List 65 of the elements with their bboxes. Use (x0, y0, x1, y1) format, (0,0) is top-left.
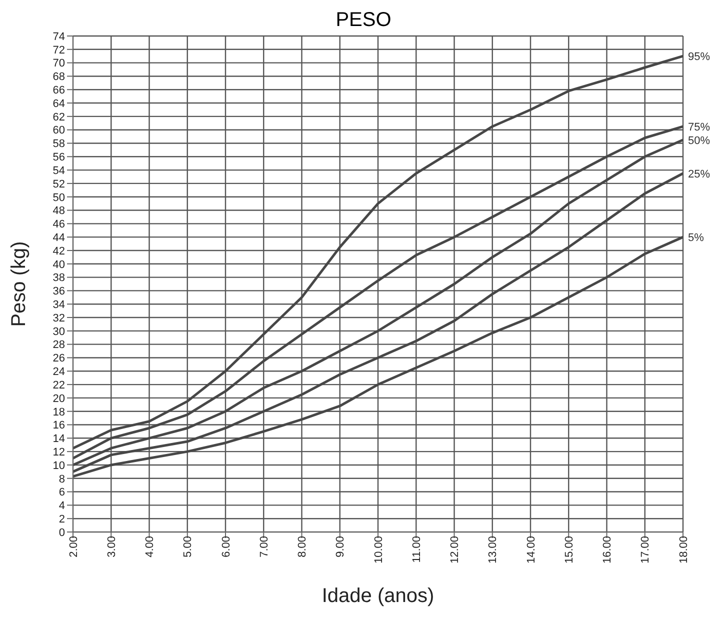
series-label: 25% (688, 168, 710, 180)
y-tick-label: 26 (52, 352, 65, 365)
y-tick-label: 60 (52, 124, 65, 137)
y-tick-label: 58 (52, 138, 65, 150)
series-label: 75% (688, 121, 710, 134)
y-tick-label: 10 (52, 460, 65, 472)
x-tick-label: 11.00 (410, 536, 423, 563)
y-tick-label: 20 (52, 392, 65, 405)
y-tick-label: 12 (52, 446, 65, 458)
y-tick-label: 66 (52, 84, 65, 97)
x-tick-label: 13.00 (487, 536, 500, 564)
x-tick-label: 18.00 (678, 536, 690, 564)
y-tick-label: 0 (58, 526, 65, 539)
y-tick-label: 74 (52, 30, 65, 43)
x-tick-label: 9.00 (334, 536, 347, 558)
y-tick-label: 34 (52, 299, 65, 312)
x-tick-label: 2.00 (68, 536, 80, 558)
series-label: 50% (688, 134, 710, 147)
y-tick-label: 62 (52, 111, 65, 124)
y-tick-label: 46 (52, 218, 65, 231)
y-tick-label: 40 (52, 258, 65, 271)
y-tick-label: 24 (52, 366, 65, 378)
x-tick-label: 15.00 (563, 536, 576, 564)
y-tick-label: 4 (58, 500, 65, 512)
x-tick-label: 7.00 (258, 536, 270, 558)
y-tick-label: 44 (52, 232, 65, 244)
x-tick-label: 17.00 (640, 536, 652, 564)
y-tick-label: 18 (52, 406, 65, 418)
y-tick-label: 16 (52, 420, 65, 432)
y-tick-label: 14 (52, 433, 65, 446)
y-tick-label: 28 (52, 339, 65, 352)
y-tick-label: 72 (52, 44, 65, 56)
y-tick-label: 50 (52, 192, 65, 204)
x-tick-label: 8.00 (296, 536, 309, 558)
y-axis-title: Peso (kg) (8, 241, 30, 327)
y-tick-label: 52 (52, 178, 65, 190)
y-tick-label: 2 (58, 514, 65, 526)
y-tick-label: 42 (52, 245, 65, 258)
series-label: 95% (688, 51, 710, 64)
x-tick-label: 14.00 (525, 536, 538, 564)
x-tick-label: 4.00 (144, 536, 156, 558)
x-tick-label: 10.00 (372, 536, 385, 564)
y-tick-label: 56 (52, 152, 65, 164)
x-tick-label: 16.00 (602, 536, 614, 564)
y-tick-label: 54 (52, 164, 65, 177)
y-tick-label: 32 (52, 312, 65, 324)
x-tick-label: 6.00 (220, 536, 232, 558)
line-series (73, 236, 683, 478)
x-tick-label: 3.00 (106, 536, 118, 558)
x-tick-label: 5.00 (182, 536, 194, 558)
series-label: 5% (688, 232, 704, 244)
y-tick-label: 48 (52, 205, 65, 218)
y-tick-label: 8 (58, 473, 65, 486)
x-axis-title: Idade (anos) (322, 585, 434, 607)
y-tick-label: 36 (52, 286, 65, 298)
y-tick-label: 68 (52, 71, 65, 84)
x-tick-label: 12.00 (449, 536, 462, 564)
y-tick-label: 64 (52, 98, 65, 110)
y-tick-label: 70 (52, 58, 65, 70)
chart-title: PESO (334, 8, 392, 32)
y-tick-label: 22 (52, 379, 65, 392)
y-tick-label: 6 (58, 486, 65, 499)
y-tick-label: 38 (52, 272, 65, 284)
line-series (73, 54, 683, 450)
y-tick-label: 30 (52, 326, 65, 338)
